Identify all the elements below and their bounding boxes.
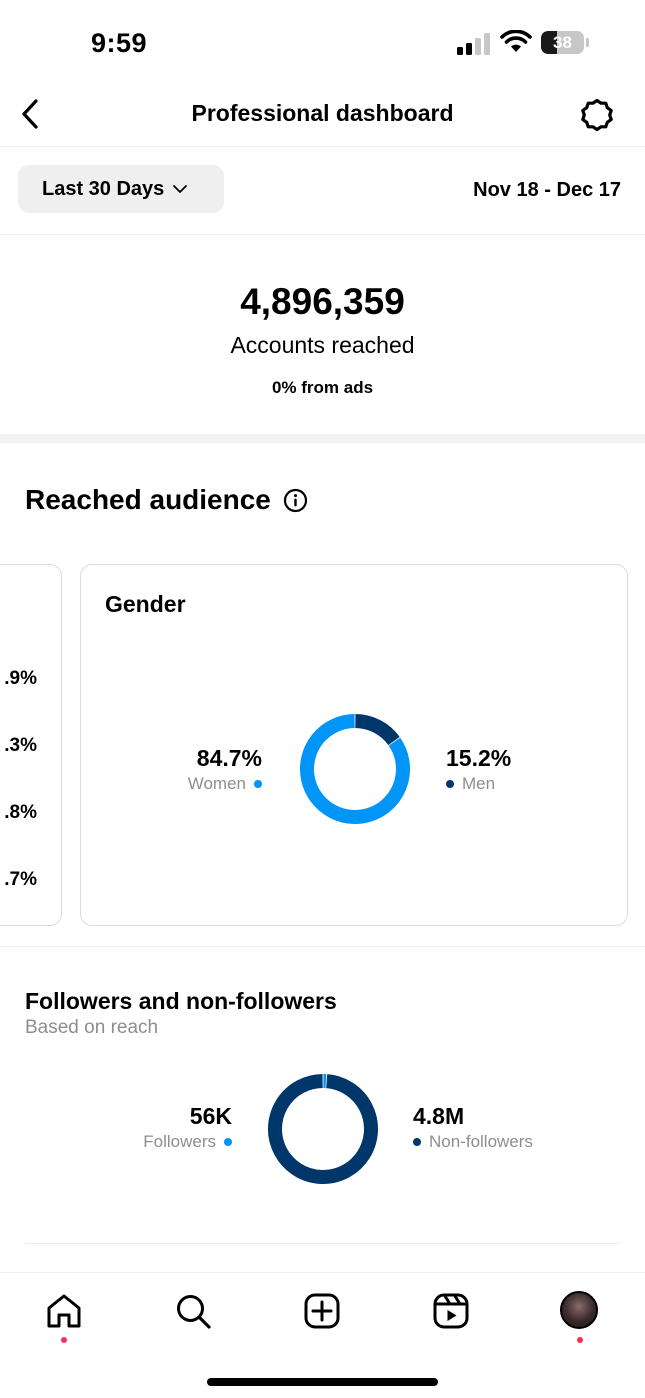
back-button[interactable] [14, 96, 46, 132]
non-followers-stat: 4.8M Non-followers [413, 1103, 533, 1152]
section-divider [25, 1243, 621, 1244]
non-followers-label: Non-followers [429, 1132, 533, 1151]
followers-section-title: Followers and non-followers [25, 988, 337, 1014]
followers-donut-chart [268, 1074, 378, 1184]
accounts-reached-label: Accounts reached [230, 332, 415, 358]
gender-card-title: Gender [105, 591, 186, 617]
donut-slice-non-followers [268, 1074, 378, 1184]
reels-icon [433, 1293, 469, 1329]
reached-audience-title: Reached audience [25, 484, 271, 515]
previous-card-value: .3% [4, 735, 37, 756]
nav-create[interactable] [302, 1291, 342, 1331]
accounts-reached-summary[interactable]: 4,896,359 Accounts reached 0% from ads [0, 236, 645, 434]
men-percentage: 15.2% [446, 745, 512, 771]
followers-section-subtitle: Based on reach [25, 1017, 159, 1038]
header: Professional dashboard [0, 88, 645, 147]
search-icon [177, 1295, 211, 1329]
women-stat: 84.7% Women [188, 745, 262, 794]
nav-profile[interactable] [560, 1291, 600, 1343]
followers-label: Followers [143, 1132, 216, 1151]
create-icon [304, 1293, 340, 1329]
women-legend-dot [254, 780, 262, 788]
previous-card-value: .7% [4, 869, 37, 890]
followers-legend-dot [224, 1138, 232, 1146]
ads-share-text: 0% from ads [271, 378, 374, 397]
previous-card-value: .8% [4, 802, 37, 823]
page-title: Professional dashboard [191, 100, 454, 126]
home-icon [47, 1294, 81, 1328]
info-icon[interactable] [283, 488, 308, 513]
gear-icon [581, 98, 613, 132]
women-label: Women [187, 774, 246, 793]
donut-slice-men [354, 714, 400, 746]
home-indicator [207, 1378, 438, 1386]
date-range-label: Last 30 Days [42, 177, 165, 200]
previous-card-value: .9% [4, 668, 37, 689]
gender-card[interactable]: Gender 84.7% Women 15.2% Men [80, 564, 628, 926]
men-label: Men [462, 774, 496, 793]
women-percentage: 84.7% [196, 745, 262, 771]
battery-icon: 38 [541, 31, 589, 54]
status-bar: 9:59 38 [0, 0, 645, 88]
donut-slice-women [300, 714, 410, 824]
followers-value: 56K [189, 1103, 232, 1129]
non-followers-value: 4.8M [413, 1103, 465, 1129]
gender-donut-chart [300, 714, 410, 824]
notification-dot [61, 1337, 67, 1343]
nav-home[interactable] [44, 1291, 84, 1343]
date-range-text: Nov 18 - Dec 17 [473, 179, 621, 201]
section-divider [0, 434, 645, 443]
profile-avatar [560, 1291, 598, 1329]
battery-fill [541, 31, 558, 54]
settings-button[interactable] [578, 96, 616, 134]
accounts-reached-value: 4,896,359 [240, 281, 405, 322]
battery-level: 38 [553, 33, 572, 52]
chevron-down-icon [173, 185, 188, 193]
bottom-navigation [0, 1272, 645, 1398]
men-legend-dot [446, 780, 454, 788]
cellular-signal-icon [457, 33, 490, 55]
men-stat: 15.2% Men [446, 745, 511, 794]
date-filter-row: Last 30 Days Nov 18 - Dec 17 [0, 148, 645, 235]
date-range-dropdown[interactable]: Last 30 Days [18, 165, 224, 213]
reached-audience-heading: Reached audience [25, 484, 308, 516]
section-divider [0, 946, 645, 947]
nav-search[interactable] [173, 1291, 213, 1331]
chevron-left-icon [22, 99, 38, 129]
notification-dot [577, 1337, 583, 1343]
non-followers-legend-dot [413, 1138, 421, 1146]
followers-stat: 56K Followers [143, 1103, 232, 1152]
previous-audience-card[interactable]: .9% .3% .8% .7% [0, 564, 62, 926]
nav-reels[interactable] [431, 1291, 471, 1331]
wifi-icon [500, 30, 532, 52]
status-time: 9:59 [91, 28, 148, 58]
